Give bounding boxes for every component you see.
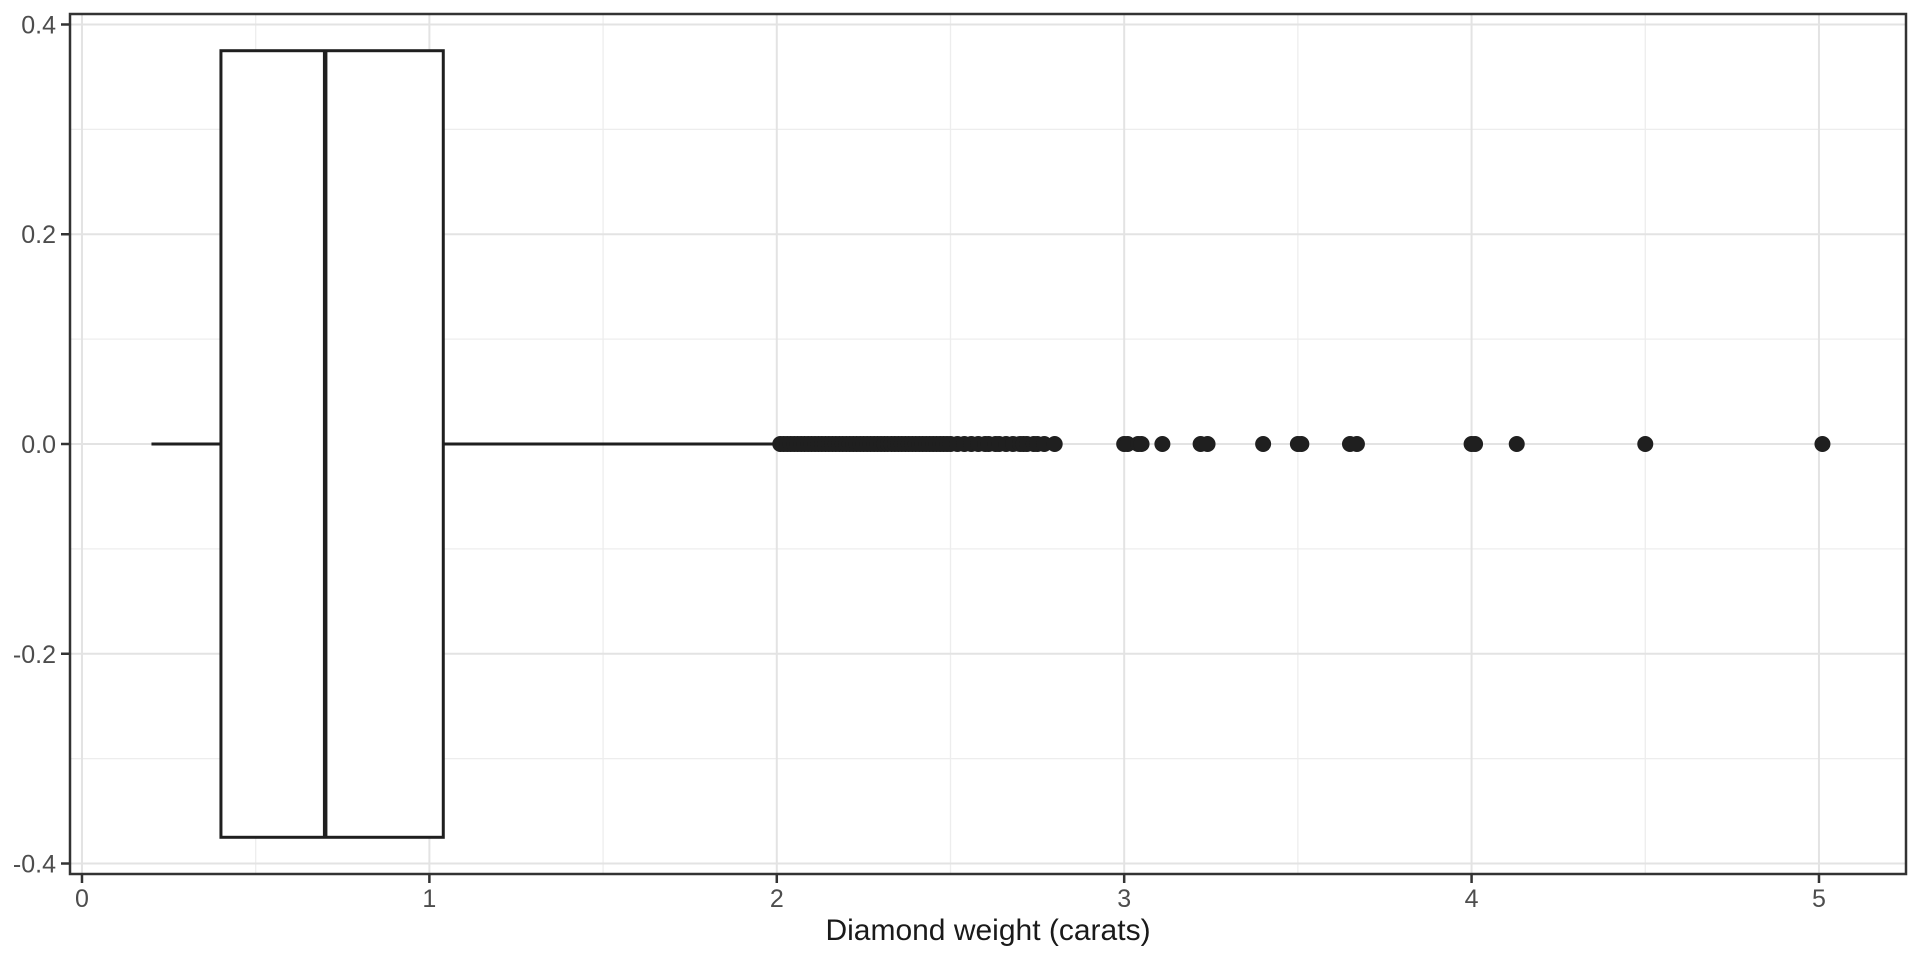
x-tick-label: 2 [770,885,784,913]
y-tick-label: -0.2 [13,641,56,669]
panel-border [68,12,1908,876]
outlier-point [1467,436,1484,452]
y-tick-label: 0.2 [21,221,56,249]
outlier-point [1348,436,1365,452]
outlier-point [1046,436,1063,452]
y-tick-label: 0.4 [21,11,56,39]
box-iqr [219,49,445,839]
x-axis-title: Diamond weight (carats) [825,914,1150,947]
outlier-point [1293,436,1310,452]
x-tick-label: 4 [1465,885,1479,913]
y-tick-label: 0.0 [21,431,56,459]
x-tick-label: 1 [422,885,436,913]
outlier-point [1508,436,1525,452]
outlier-point [1154,436,1171,452]
x-tick-label: 5 [1812,885,1826,913]
outlier-point [1199,436,1216,452]
x-tick-label: 0 [75,885,89,913]
outlier-point [1814,436,1831,452]
chart-layers: 0 1 2 3 4 5 0.4 0.2 0.0 -0.2 -0.4 [13,11,1908,913]
outlier-point [1133,436,1150,452]
outlier-point [1255,436,1272,452]
outlier-point [1637,436,1654,452]
y-tick-label: -0.4 [13,851,56,879]
x-tick-label: 3 [1117,885,1131,913]
